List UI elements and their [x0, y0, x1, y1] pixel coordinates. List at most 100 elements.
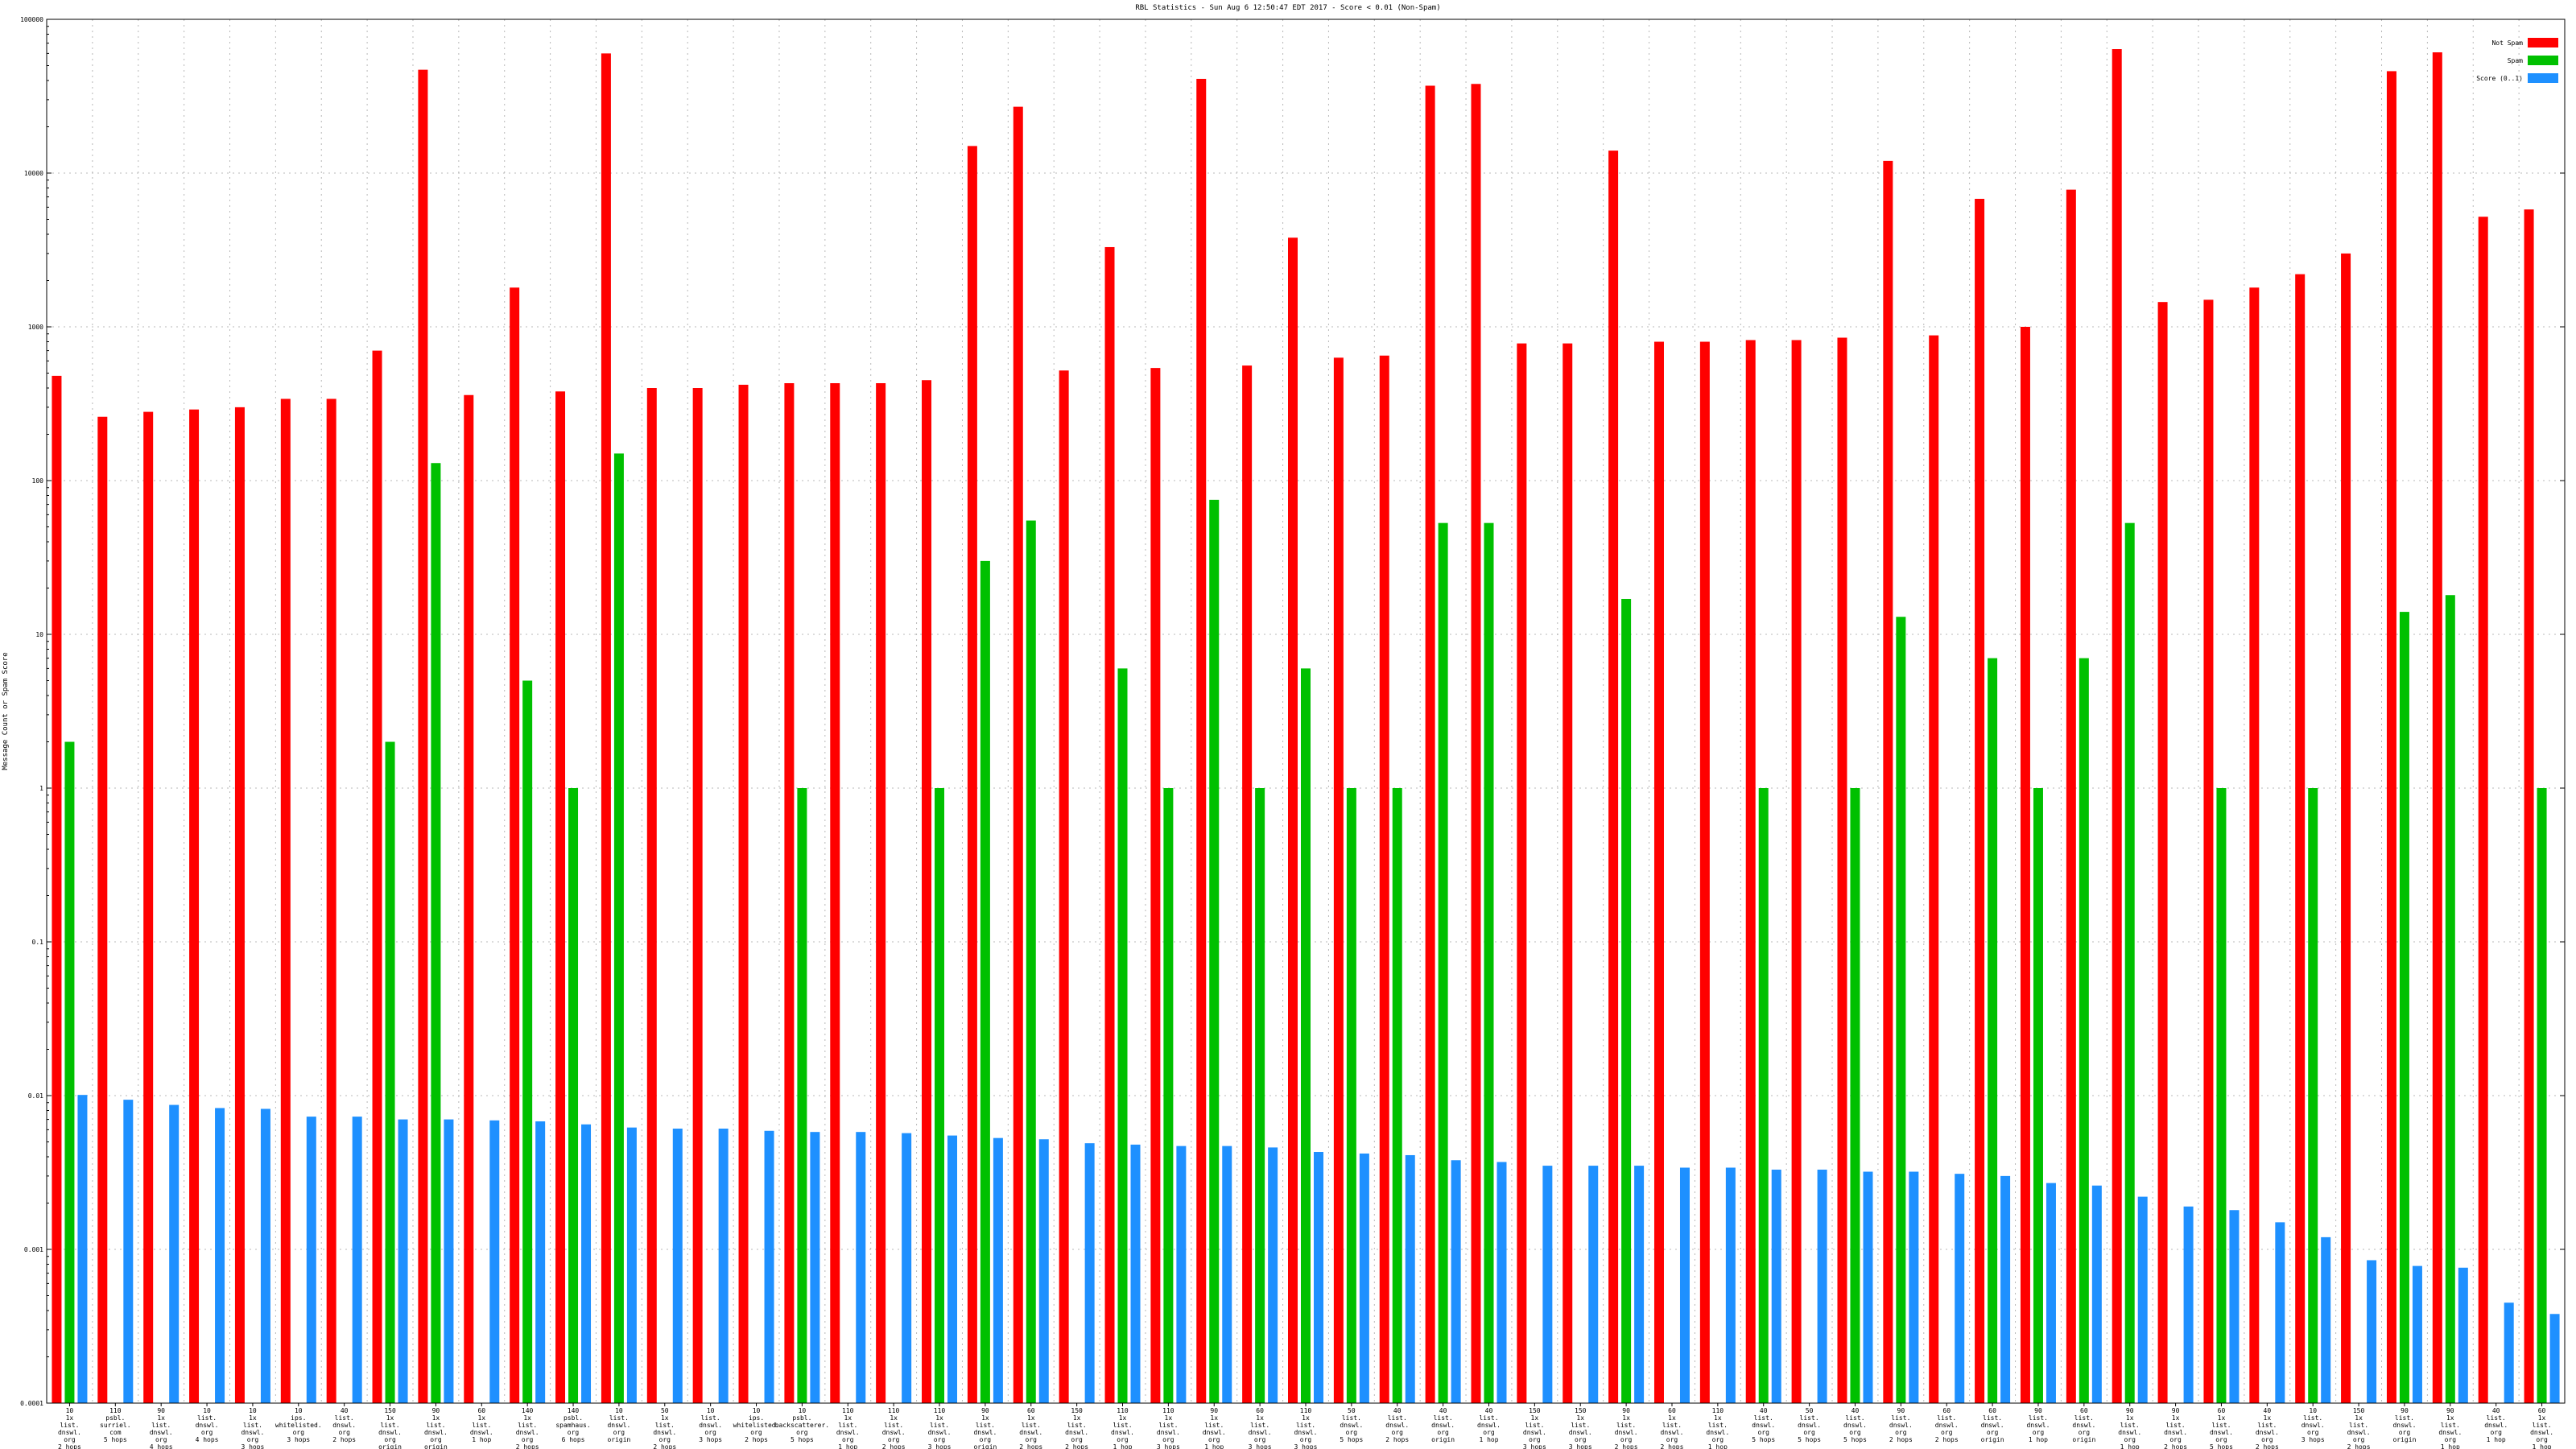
- category-label-line: origin: [607, 1436, 630, 1443]
- category-label-line: ips.: [291, 1414, 306, 1422]
- category-label-line: 2 hops: [745, 1436, 768, 1443]
- category-label-line: list.: [976, 1422, 995, 1429]
- category-label-line: dnswl.: [1981, 1422, 2004, 1429]
- category-label-line: 1 hop: [2029, 1436, 2048, 1443]
- category-label: 50 list. dnswl. org 5 hops: [1798, 1407, 1821, 1443]
- category-label-line: 1x: [2355, 1414, 2363, 1422]
- category-label-line: 90: [1210, 1407, 1218, 1414]
- category-label-line: list.: [2395, 1414, 2414, 1422]
- category-label-line: 10: [707, 1407, 715, 1414]
- category-label-line: 1 hop: [2441, 1443, 2460, 1449]
- category-label-line: origin: [2072, 1436, 2095, 1443]
- category-label-line: org: [1300, 1436, 1312, 1443]
- category-label-line: list.: [1845, 1414, 1864, 1422]
- category-label-line: list.: [60, 1422, 79, 1429]
- bar-not-spam: [1196, 78, 1207, 1404]
- category-label-line: 10: [2309, 1407, 2317, 1414]
- category-label-line: dnswl.: [1569, 1429, 1592, 1436]
- category-label-line: psbl.: [105, 1414, 125, 1422]
- bar-score-0-1: [77, 1095, 88, 1403]
- category-label-line: 2 hops: [1385, 1436, 1409, 1443]
- category-label: 90 1x list. dnswl. org origin: [973, 1407, 997, 1449]
- category-label: 110 1x list. dnswl. org 1 hop: [1111, 1407, 1134, 1449]
- bar-not-spam: [967, 146, 977, 1403]
- y-axis-label: Message Count or Spam Score: [2, 652, 10, 770]
- bar-not-spam: [510, 287, 520, 1404]
- category-label-line: org: [293, 1429, 305, 1436]
- category-label-line: org: [934, 1436, 946, 1443]
- category-label-line: 1x: [981, 1414, 989, 1422]
- category-label: 10 ips. whitelisted. org 3 hops: [275, 1407, 322, 1443]
- bar-score-0-1: [535, 1121, 546, 1403]
- category-label: 90 1x list. dnswl. org 1 hop: [1203, 1407, 1226, 1449]
- y-tick-label: 10: [35, 631, 43, 638]
- category-label-line: dnswl.: [332, 1422, 356, 1429]
- category-label-line: 40: [1760, 1407, 1768, 1414]
- category-label-line: 1x: [2264, 1414, 2272, 1422]
- bar-not-spam: [1699, 341, 1710, 1404]
- bar-spam: [1988, 658, 1998, 1403]
- category-label-line: dnswl.: [1340, 1422, 1363, 1429]
- category-label-line: org: [613, 1429, 625, 1436]
- category-label: 150 1x list. dnswl. org 3 hops: [1569, 1407, 1592, 1449]
- category-label-line: dnswl.: [1294, 1429, 1318, 1436]
- category-label-line: list.: [701, 1414, 720, 1422]
- category-label-line: 2 hops: [332, 1436, 356, 1443]
- category-label-line: origin: [424, 1443, 448, 1449]
- category-label-line: dnswl.: [882, 1429, 906, 1436]
- bar-spam: [1438, 522, 1448, 1403]
- category-label-line: 1x: [2172, 1414, 2180, 1422]
- category-label-line: 10: [753, 1407, 761, 1414]
- bar-spam: [1255, 788, 1265, 1403]
- y-tick-label: 0.0001: [20, 1400, 43, 1407]
- category-label: 150 1x list. dnswl. org 2 hops: [1065, 1407, 1088, 1449]
- category-label-line: dnswl.: [1706, 1429, 1729, 1436]
- bar-spam: [1850, 788, 1860, 1403]
- bar-score-0-1: [398, 1119, 408, 1403]
- category-label-line: dnswl.: [1431, 1422, 1455, 1429]
- bar-score-0-1: [626, 1127, 637, 1403]
- category-label-line: list.: [1067, 1422, 1087, 1429]
- category-label-line: 40: [1852, 1407, 1860, 1414]
- category-label-line: 3 hops: [287, 1436, 310, 1443]
- category-label-line: 60: [2218, 1407, 2226, 1414]
- bar-not-spam: [1517, 343, 1527, 1404]
- bar-score-0-1: [1405, 1154, 1415, 1403]
- category-label-line: list.: [1571, 1422, 1590, 1429]
- category-label-line: 1x: [66, 1414, 74, 1422]
- category-label-line: 1x: [1256, 1414, 1264, 1422]
- bar-score-0-1: [2137, 1196, 2148, 1403]
- category-label-line: 3 hops: [241, 1443, 264, 1449]
- category-label-line: org: [64, 1436, 76, 1443]
- category-label: 150 1x list. dnswl. org 3 hops: [1523, 1407, 1546, 1449]
- category-label-line: 50: [661, 1407, 669, 1414]
- bar-not-spam: [738, 384, 749, 1404]
- chart-title: RBL Statistics - Sun Aug 6 12:50:47 EDT …: [1135, 4, 1440, 12]
- bar-not-spam: [1837, 337, 1847, 1404]
- bar-not-spam: [1975, 198, 1985, 1403]
- category-label-line: 2 hops: [2256, 1443, 2279, 1449]
- category-label-line: org: [568, 1429, 580, 1436]
- category-label: 60 1x list. dnswl. org 3 hops: [1249, 1407, 1272, 1449]
- bar-not-spam: [1745, 340, 1756, 1403]
- category-label-line: com: [109, 1429, 122, 1436]
- bar-spam: [1896, 617, 1906, 1403]
- category-label: 90 1x list. dnswl. org 2 hops: [2164, 1407, 2187, 1449]
- category-label-line: 2 hops: [1661, 1443, 1684, 1449]
- legend: Not Spam Spam Score (0..1): [2476, 38, 2558, 83]
- bar-spam: [2124, 522, 2135, 1403]
- category-label-line: 1x: [935, 1414, 943, 1422]
- bar-spam: [1026, 520, 1036, 1403]
- category-label-line: list.: [2303, 1414, 2322, 1422]
- category-label-line: 90: [2401, 1407, 2409, 1414]
- category-label-line: list.: [1158, 1422, 1178, 1429]
- category-label-line: dnswl.: [2118, 1429, 2141, 1436]
- category-label-line: 150: [1529, 1407, 1541, 1414]
- category-label-line: org: [338, 1429, 350, 1436]
- category-label-line: 3 hops: [1157, 1443, 1180, 1449]
- category-label-line: origin: [973, 1443, 997, 1449]
- category-label-line: org: [842, 1436, 854, 1443]
- category-label-line: 150: [1071, 1407, 1083, 1414]
- category-label-line: list.: [2441, 1422, 2460, 1429]
- category-label-line: dnswl.: [1843, 1422, 1867, 1429]
